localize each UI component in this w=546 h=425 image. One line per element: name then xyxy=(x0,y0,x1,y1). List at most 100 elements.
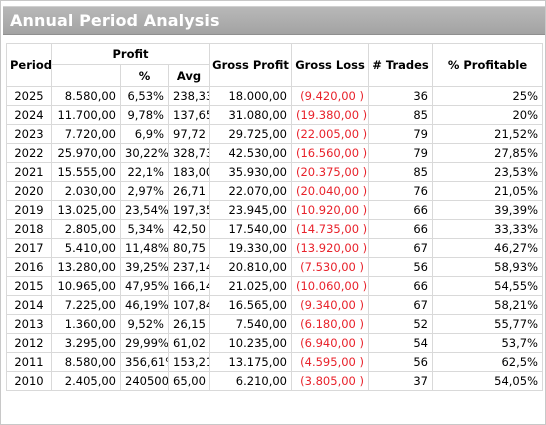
cell-period: 2021 xyxy=(6,162,52,182)
cell-period: 2014 xyxy=(6,295,52,315)
cell-trades: 37 xyxy=(368,371,433,391)
table-row[interactable]: 2017 5.410,00 11,48% 80,75 19.330,00 (13.920,… xyxy=(6,238,543,258)
cell-gross-loss: (6.180,00 ) xyxy=(291,314,369,334)
header-profit-pct[interactable]: % xyxy=(120,64,169,87)
table-row[interactable]: 2023 7.720,00 6,9% 97,72 29.725,00 (22.005,00… xyxy=(6,124,543,144)
cell-profit-avg: 137,65 xyxy=(168,105,210,125)
table-row[interactable]: 2020 2.030,00 2,97% 26,71 22.070,00 (20.040,0… xyxy=(6,181,543,201)
header-profit[interactable]: Profit xyxy=(51,43,210,65)
header-profit-value xyxy=(51,64,121,87)
table-row[interactable]: 2015 10.965,00 47,95% 166,14 21.025,00 (10.06… xyxy=(6,276,543,296)
cell-profit-avg: 61,02 xyxy=(168,333,210,353)
cell-profit-pct: 39,25% xyxy=(120,257,169,277)
cell-period: 2024 xyxy=(6,105,52,125)
cell-gross-profit: 16.565,00 xyxy=(209,295,292,315)
cell-profit-pct: 11,48% xyxy=(120,238,169,258)
cell-profit-avg: 166,14 xyxy=(168,276,210,296)
cell-period: 2020 xyxy=(6,181,52,201)
cell-gross-profit: 17.540,00 xyxy=(209,219,292,239)
cell-profit-avg: 197,35 xyxy=(168,200,210,220)
cell-trades: 54 xyxy=(368,333,433,353)
cell-period: 2016 xyxy=(6,257,52,277)
cell-gross-loss: (20.375,00 ) xyxy=(291,162,369,182)
table-row[interactable]: 2012 3.295,00 29,99% 61,02 10.235,00 (6.940,0… xyxy=(6,333,543,353)
table-row[interactable]: 2013 1.360,00 9,52% 26,15 7.540,00 (6.180,00 … xyxy=(6,314,543,334)
cell-gross-profit: 13.175,00 xyxy=(209,352,292,372)
cell-gross-loss: (16.560,00 ) xyxy=(291,143,369,163)
table-row[interactable]: 2016 13.280,00 39,25% 237,14 20.810,00 (7.530… xyxy=(6,257,543,277)
cell-trades: 66 xyxy=(368,219,433,239)
cell-profit-avg: 153,21 xyxy=(168,352,210,372)
cell-profit-pct: 9,78% xyxy=(120,105,169,125)
cell-profit-pct: 6,9% xyxy=(120,124,169,144)
cell-profit-pct: 23,54% xyxy=(120,200,169,220)
table-row[interactable]: 2018 2.805,00 5,34% 42,50 17.540,00 (14.735,0… xyxy=(6,219,543,239)
cell-gross-loss: (6.940,00 ) xyxy=(291,333,369,353)
cell-trades: 52 xyxy=(368,314,433,334)
cell-gross-loss: (9.340,00 ) xyxy=(291,295,369,315)
table-row[interactable]: 2025 8.580,00 6,53% 238,33 18.000,00 (9.420,0… xyxy=(6,86,543,106)
cell-pct-profitable: 54,55% xyxy=(432,276,543,296)
cell-period: 2019 xyxy=(6,200,52,220)
cell-profit-pct: 46,19% xyxy=(120,295,169,315)
table-row[interactable]: 2021 15.555,00 22,1% 183,00 35.930,00 (20.375… xyxy=(6,162,543,182)
cell-profit: 13.280,00 xyxy=(51,257,121,277)
window-title: Annual Period Analysis xyxy=(10,11,220,30)
cell-profit-avg: 26,71 xyxy=(168,181,210,201)
cell-pct-profitable: 21,05% xyxy=(432,181,543,201)
cell-trades: 66 xyxy=(368,276,433,296)
cell-gross-loss: (10.060,00 ) xyxy=(291,276,369,296)
cell-gross-profit: 6.210,00 xyxy=(209,371,292,391)
cell-profit: 2.405,00 xyxy=(51,371,121,391)
cell-profit-pct: 6,53% xyxy=(120,86,169,106)
cell-profit-pct: 22,1% xyxy=(120,162,169,182)
header-pct-profitable[interactable]: % Profitable xyxy=(432,43,543,87)
header-profit-avg[interactable]: Avg xyxy=(168,64,210,87)
cell-profit: 7.225,00 xyxy=(51,295,121,315)
cell-period: 2017 xyxy=(6,238,52,258)
title-bar: Annual Period Analysis xyxy=(3,6,545,35)
header-row-bottom: % Avg xyxy=(7,64,543,87)
cell-profit: 13.025,00 xyxy=(51,200,121,220)
header-gross-loss[interactable]: Gross Loss xyxy=(291,43,369,87)
cell-profit-avg: 65,00 xyxy=(168,371,210,391)
cell-pct-profitable: 58,93% xyxy=(432,257,543,277)
cell-gross-loss: (20.040,00 ) xyxy=(291,181,369,201)
cell-gross-profit: 18.000,00 xyxy=(209,86,292,106)
cell-profit-avg: 107,84 xyxy=(168,295,210,315)
cell-trades: 67 xyxy=(368,295,433,315)
cell-gross-loss: (19.380,00 ) xyxy=(291,105,369,125)
cell-profit-pct: 47,95% xyxy=(120,276,169,296)
cell-trades: 67 xyxy=(368,238,433,258)
table-row[interactable]: 20118.580,00356,61%153,2113.175,00(4.595… xyxy=(6,352,543,372)
cell-profit: 5.410,00 xyxy=(51,238,121,258)
table-row[interactable]: 2014 7.225,00 46,19% 107,84 16.565,00 (9.340,… xyxy=(6,295,543,315)
cell-profit-avg: 26,15 xyxy=(168,314,210,334)
cell-period: 2013 xyxy=(6,314,52,334)
header-trades[interactable]: # Trades xyxy=(368,43,433,87)
header-gross-profit[interactable]: Gross Profit xyxy=(209,43,292,87)
cell-profit: 11.700,00 xyxy=(51,105,121,125)
table-row[interactable]: 20102.405,00240500%65,006.210,00(3.805,0… xyxy=(6,371,543,391)
cell-period: 2025 xyxy=(6,86,52,106)
cell-period: 2015 xyxy=(6,276,52,296)
cell-profit-avg: 80,75 xyxy=(168,238,210,258)
header-period[interactable]: Period xyxy=(6,43,52,87)
cell-profit-avg: 237,14 xyxy=(168,257,210,277)
cell-gross-profit: 31.080,00 xyxy=(209,105,292,125)
cell-trades: 56 xyxy=(368,257,433,277)
cell-profit: 10.965,00 xyxy=(51,276,121,296)
cell-gross-loss: (7.530,00 ) xyxy=(291,257,369,277)
cell-profit-avg: 42,50 xyxy=(168,219,210,239)
table-row[interactable]: 2019 13.025,00 23,54% 197,35 23.945,00 (10.92… xyxy=(6,200,543,220)
cell-trades: 85 xyxy=(368,162,433,182)
table-row[interactable]: 2024 11.700,00 9,78% 137,65 31.080,00 (19.380… xyxy=(6,105,543,125)
table-row[interactable]: 2022 25.970,00 30,22% 328,73 42.530,00 (16.56… xyxy=(6,143,543,163)
cell-profit-avg: 97,72 xyxy=(168,124,210,144)
cell-period: 2012 xyxy=(6,333,52,353)
cell-profit-pct: 2,97% xyxy=(120,181,169,201)
cell-gross-profit: 21.025,00 xyxy=(209,276,292,296)
table-body: 2025 8.580,00 6,53% 238,33 18.000,00 (9.420,0… xyxy=(6,86,543,391)
annual-period-table: Period Profit Gross Profit Gross Loss # … xyxy=(6,43,543,391)
